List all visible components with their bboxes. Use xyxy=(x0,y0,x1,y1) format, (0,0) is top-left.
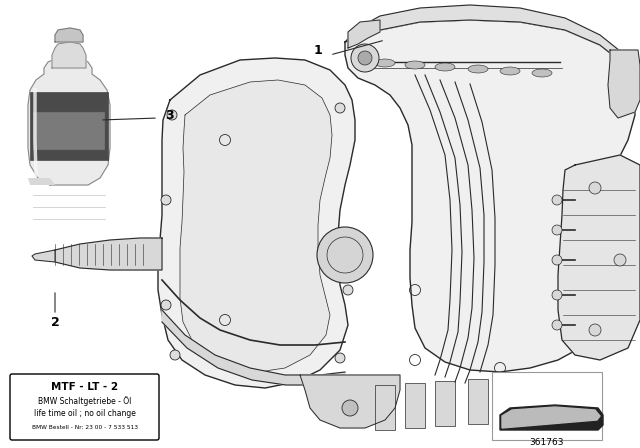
Polygon shape xyxy=(158,58,355,388)
Polygon shape xyxy=(28,178,55,185)
Ellipse shape xyxy=(500,67,520,75)
Polygon shape xyxy=(52,42,86,68)
Circle shape xyxy=(552,255,562,265)
Ellipse shape xyxy=(468,65,488,73)
Polygon shape xyxy=(500,405,603,430)
Polygon shape xyxy=(32,250,55,262)
Circle shape xyxy=(589,324,601,336)
Circle shape xyxy=(552,290,562,300)
Text: life time oil ; no oil change: life time oil ; no oil change xyxy=(33,409,136,418)
Ellipse shape xyxy=(532,69,552,77)
Polygon shape xyxy=(502,407,600,428)
FancyBboxPatch shape xyxy=(10,374,159,440)
Ellipse shape xyxy=(405,61,425,69)
Text: 2: 2 xyxy=(51,315,60,328)
Polygon shape xyxy=(28,57,110,185)
Text: MTF - LT - 2: MTF - LT - 2 xyxy=(51,382,118,392)
Polygon shape xyxy=(375,385,395,430)
Polygon shape xyxy=(435,381,455,426)
Polygon shape xyxy=(180,80,332,372)
Circle shape xyxy=(335,353,345,363)
Circle shape xyxy=(161,195,171,205)
Polygon shape xyxy=(608,50,640,118)
Text: BMW Schaltgetriebe - Öl: BMW Schaltgetriebe - Öl xyxy=(38,396,131,406)
Polygon shape xyxy=(468,379,488,424)
Polygon shape xyxy=(532,375,552,420)
Circle shape xyxy=(342,400,358,416)
Circle shape xyxy=(552,320,562,330)
Text: BMW Bestell - Nr: 23 00 - 7 533 513: BMW Bestell - Nr: 23 00 - 7 533 513 xyxy=(31,425,138,430)
Polygon shape xyxy=(348,20,380,48)
Bar xyxy=(33,112,105,150)
Circle shape xyxy=(351,44,379,72)
Circle shape xyxy=(552,195,562,205)
Circle shape xyxy=(614,254,626,266)
Text: 361763: 361763 xyxy=(530,438,564,447)
Circle shape xyxy=(317,227,373,283)
Polygon shape xyxy=(300,375,400,428)
Circle shape xyxy=(358,51,372,65)
Circle shape xyxy=(552,225,562,235)
Circle shape xyxy=(335,103,345,113)
Polygon shape xyxy=(558,155,640,360)
Text: 1: 1 xyxy=(314,43,323,56)
Polygon shape xyxy=(345,20,635,372)
Bar xyxy=(492,372,602,440)
Polygon shape xyxy=(55,28,83,42)
Ellipse shape xyxy=(375,59,395,67)
Ellipse shape xyxy=(435,63,455,71)
Polygon shape xyxy=(405,383,425,428)
Polygon shape xyxy=(162,310,345,385)
Text: 3: 3 xyxy=(166,108,174,121)
Polygon shape xyxy=(55,238,162,270)
Circle shape xyxy=(589,182,601,194)
Bar xyxy=(30,92,108,160)
Polygon shape xyxy=(345,5,630,72)
Circle shape xyxy=(343,285,353,295)
Circle shape xyxy=(170,350,180,360)
Circle shape xyxy=(167,110,177,120)
Circle shape xyxy=(161,300,171,310)
Polygon shape xyxy=(500,377,520,422)
